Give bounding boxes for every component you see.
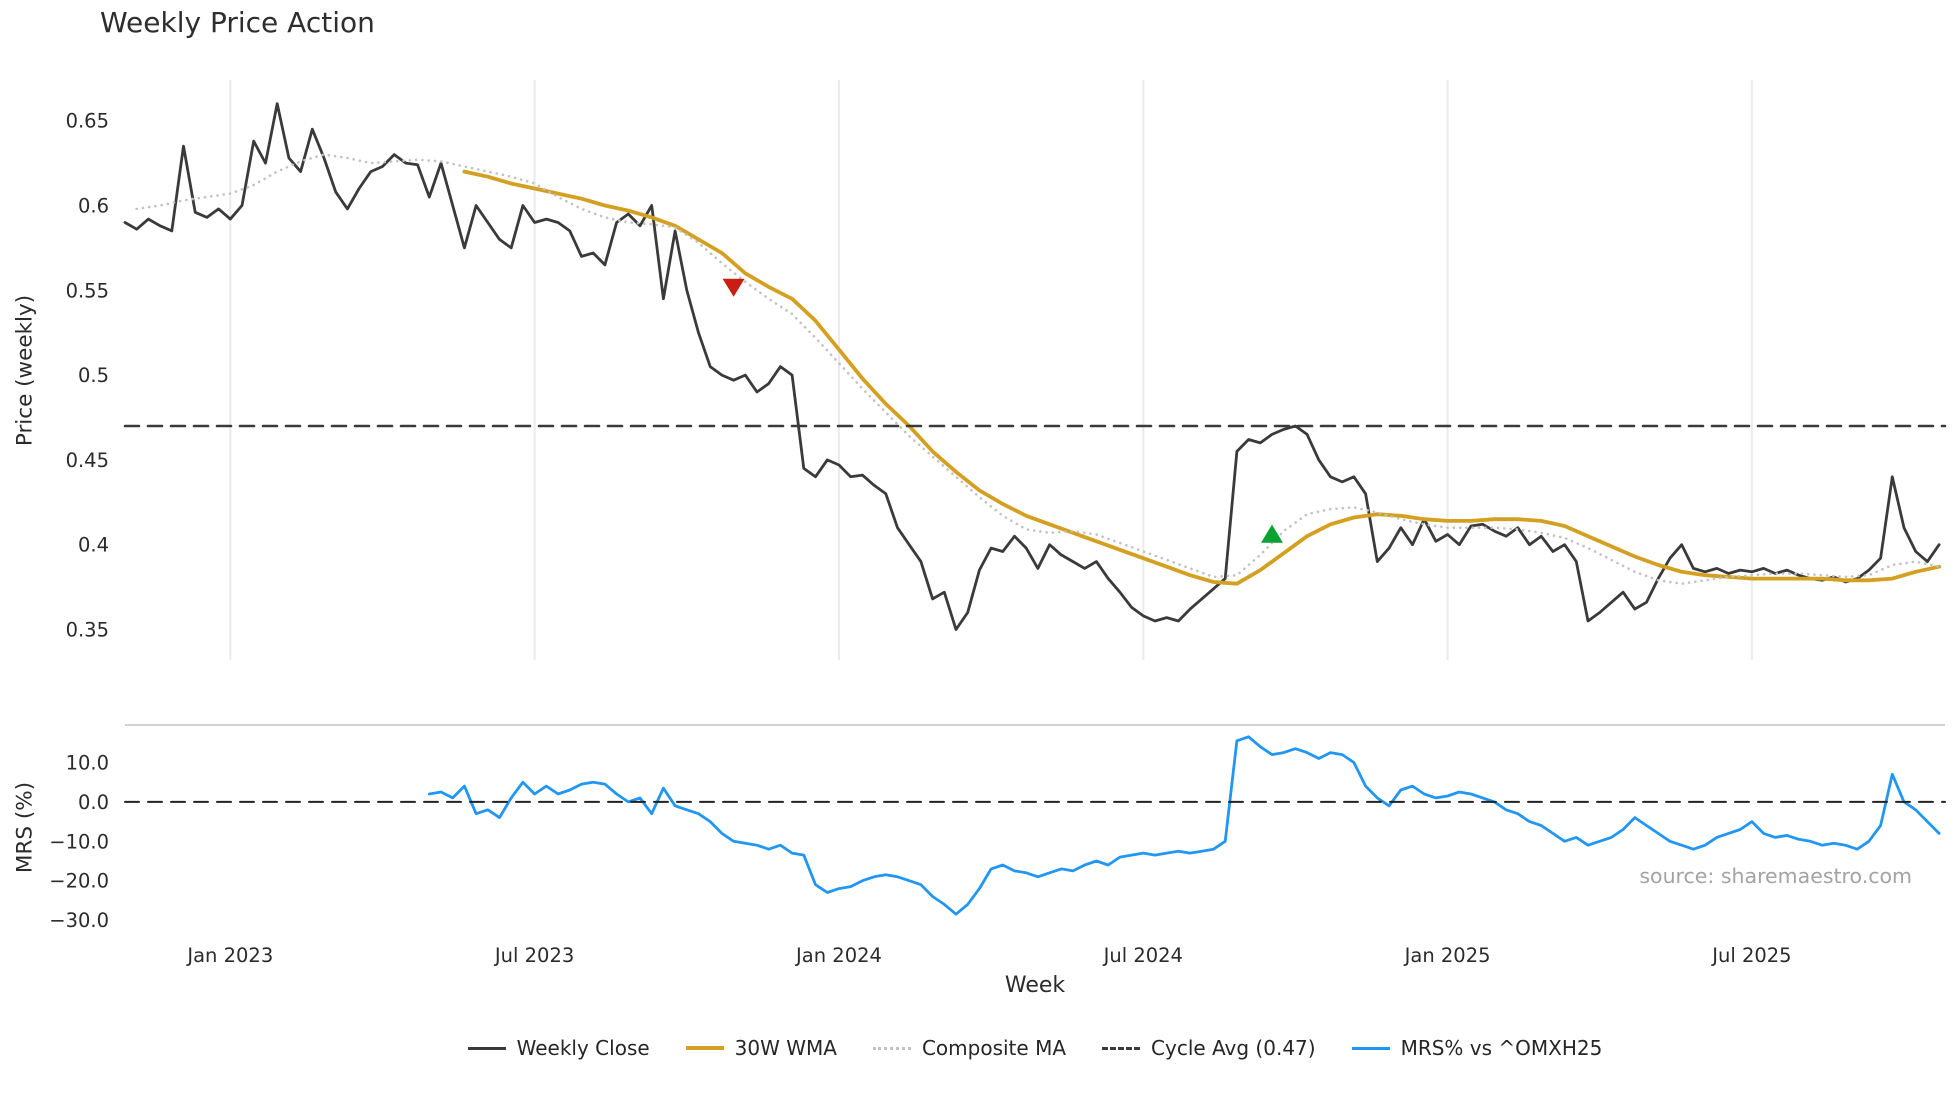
buy-signal-marker: [1261, 524, 1283, 543]
cycle-avg-swatch: [1102, 1046, 1141, 1050]
mrs-swatch: [1351, 1046, 1390, 1050]
y-tick-label: −30.0: [49, 909, 109, 932]
y-tick-label: 0.55: [66, 279, 109, 302]
weekly-close-swatch: [467, 1046, 506, 1050]
source-text: source: sharemaestro.com: [1639, 864, 1912, 888]
y-tick-label: 0.35: [66, 619, 109, 642]
legend-label-composite-ma: Composite MA: [921, 1036, 1067, 1060]
legend-item-30w-wma: 30W WMA: [685, 1036, 837, 1060]
x-axis-label: Week: [1004, 973, 1066, 998]
y-tick-label: 10.0: [66, 752, 109, 775]
legend-label-mrs: MRS% vs ^OMXH25: [1400, 1036, 1603, 1060]
legend-item-composite-ma: Composite MA: [872, 1036, 1067, 1060]
y-tick-label: 0.0: [78, 791, 109, 814]
y-tick-label: 0.65: [66, 110, 109, 133]
y-tick-label: −10.0: [49, 830, 109, 853]
mrs-axis-label: MRS (%): [12, 781, 38, 874]
legend: Weekly Close 30W WMA Composite MA Cycle …: [125, 1036, 1945, 1060]
legend-item-mrs: MRS% vs ^OMXH25: [1351, 1036, 1603, 1060]
y-tick-label: −20.0: [49, 870, 109, 893]
y-tick-label: 0.45: [66, 449, 109, 472]
x-tick-label: Jan 2023: [185, 944, 273, 967]
sell-signal-marker: [722, 278, 745, 297]
wma-swatch: [685, 1046, 724, 1050]
legend-item-weekly-close: Weekly Close: [467, 1036, 650, 1060]
chart-title: Weekly Price Action: [100, 6, 375, 39]
weekly-close-line: [123, 102, 1941, 631]
x-tick-label: Jan 2025: [1403, 944, 1491, 967]
legend-label-30w-wma: 30W WMA: [734, 1036, 837, 1060]
x-tick-label: Jul 2025: [1710, 944, 1791, 967]
x-tick-label: Jan 2024: [794, 944, 882, 967]
legend-item-cycle-avg: Cycle Avg (0.47): [1102, 1036, 1316, 1060]
legend-label-weekly-close: Weekly Close: [516, 1036, 650, 1060]
y-tick-label: 0.4: [78, 534, 109, 557]
y-tick-label: 0.6: [78, 195, 109, 218]
x-tick-label: Jul 2023: [493, 944, 574, 967]
mrs-line: [427, 735, 1941, 916]
legend-label-cycle-avg: Cycle Avg (0.47): [1151, 1036, 1316, 1060]
x-tick-label: Jul 2024: [1102, 944, 1183, 967]
wma-line: [462, 169, 1941, 586]
price-axis-label: Price (weekly): [12, 294, 38, 447]
composite-ma-swatch: [872, 1046, 911, 1050]
y-tick-label: 0.5: [78, 364, 109, 387]
